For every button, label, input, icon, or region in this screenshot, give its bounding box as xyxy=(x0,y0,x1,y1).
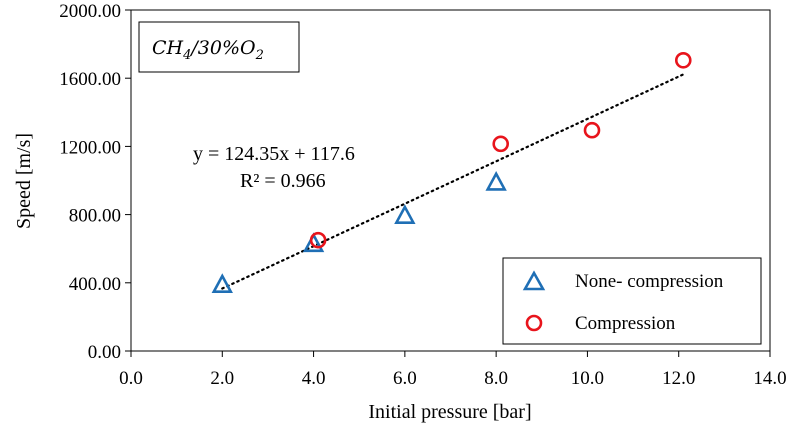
legend: None- compression Compression xyxy=(502,257,762,345)
y-tick-label: 1200.00 xyxy=(59,137,121,158)
y-tick-label: 2000.00 xyxy=(59,1,121,22)
data-point-compression xyxy=(674,51,692,69)
y-tick-label: 400.00 xyxy=(69,274,121,295)
y-tick-label: 1600.00 xyxy=(59,69,121,90)
x-tick-label: 4.0 xyxy=(302,368,326,389)
y-axis-title: Speed [m/s] xyxy=(13,133,35,229)
data-point-compression xyxy=(309,231,327,249)
legend-circle-marker xyxy=(525,314,543,332)
data-point-none-compression xyxy=(211,273,233,294)
mixture-label-box: CH4/30%O2 xyxy=(138,21,300,73)
y-axis: 0.00 400.00 800.00 1200.00 1600.00 2000.00 xyxy=(59,1,131,363)
data-point-compression xyxy=(492,135,510,153)
data-point-none-compression xyxy=(302,232,325,253)
x-tick-label: 2.0 xyxy=(210,368,234,389)
data-point-none-compression xyxy=(485,170,507,191)
data-point-compression xyxy=(583,121,601,139)
y-tick-label: 0.00 xyxy=(88,342,121,363)
x-axis-title: Initial pressure [bar] xyxy=(368,401,531,423)
x-tick-label: 10.0 xyxy=(571,368,604,389)
x-tick-label: 6.0 xyxy=(393,368,417,389)
x-tick-label: 14.0 xyxy=(753,368,786,389)
trendline-equation: y = 124.35x + 117.6 xyxy=(193,143,355,165)
plot-area-frame xyxy=(130,9,771,352)
mixture-label-frame xyxy=(138,21,300,73)
x-tick-label: 0.0 xyxy=(119,368,143,389)
y-tick-label: 800.00 xyxy=(69,206,121,227)
legend-frame xyxy=(502,257,762,345)
trendline xyxy=(221,73,685,290)
mixture-label: CH4/30%O2 xyxy=(152,37,264,63)
trendline-r-squared: R² = 0.966 xyxy=(240,170,326,192)
series-marks xyxy=(211,51,692,294)
legend-label-compression: Compression xyxy=(575,313,676,334)
x-tick-label: 8.0 xyxy=(484,368,508,389)
data-point-none-compression xyxy=(394,204,416,224)
x-tick-label: 12.0 xyxy=(662,368,695,389)
legend-label-none-compression: None- compression xyxy=(575,271,724,292)
x-axis: 0.0 2.0 4.0 6.0 8.0 10.0 12.0 14.0 xyxy=(119,351,787,389)
legend-triangle-marker xyxy=(522,270,546,291)
